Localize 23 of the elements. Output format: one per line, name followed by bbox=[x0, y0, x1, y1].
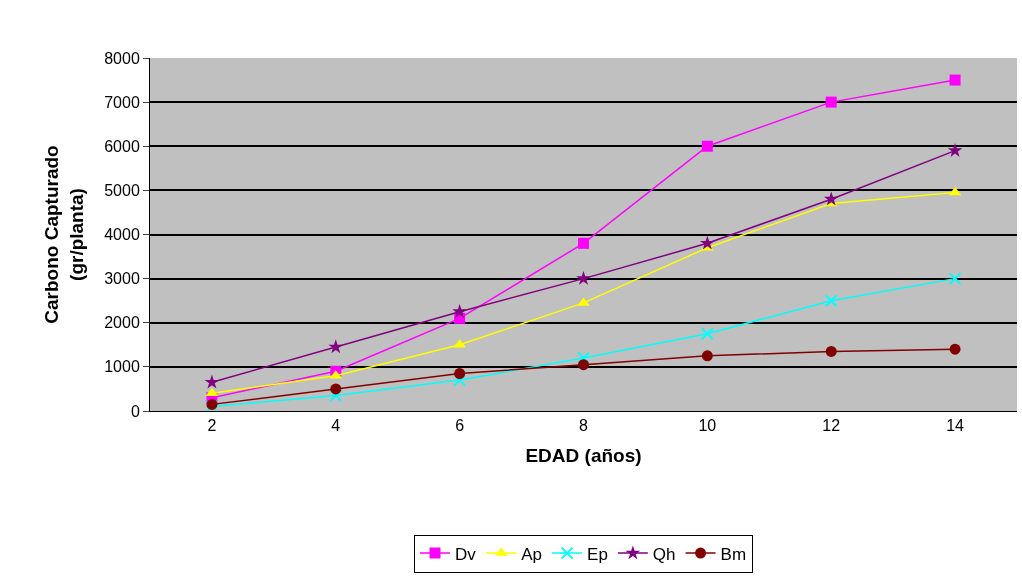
x-tick-label: 4 bbox=[331, 417, 341, 435]
y-tick-label: 5000 bbox=[104, 181, 140, 199]
y-tick-label: 2000 bbox=[104, 314, 140, 332]
legend-label: Qh bbox=[652, 544, 676, 564]
x-tick-label: 12 bbox=[822, 417, 841, 435]
x-axis-title: EDAD (años) bbox=[525, 445, 642, 466]
y-tick-label: 0 bbox=[130, 402, 140, 420]
y-tick-label: 3000 bbox=[104, 270, 140, 288]
legend-label: Dv bbox=[455, 544, 477, 564]
y-tick-label: 6000 bbox=[104, 137, 140, 155]
x-tick-label: 10 bbox=[698, 417, 717, 435]
x-tick-label: 2 bbox=[207, 417, 217, 435]
y-tick-label: 7000 bbox=[104, 93, 140, 111]
x-tick-label: 8 bbox=[579, 417, 589, 435]
y-tick-label: 4000 bbox=[104, 226, 140, 244]
y-tick-label: 1000 bbox=[104, 358, 140, 376]
x-tick-label: 6 bbox=[455, 417, 465, 435]
y-tick-label: 8000 bbox=[104, 49, 140, 67]
legend-label: Bm bbox=[720, 544, 747, 564]
legend-label: Ep bbox=[587, 544, 608, 564]
legend-label: Ap bbox=[521, 544, 543, 564]
x-tick-label: 14 bbox=[946, 417, 965, 435]
y-axis-title: Carbono Capturado (gr/planta) bbox=[41, 145, 88, 324]
